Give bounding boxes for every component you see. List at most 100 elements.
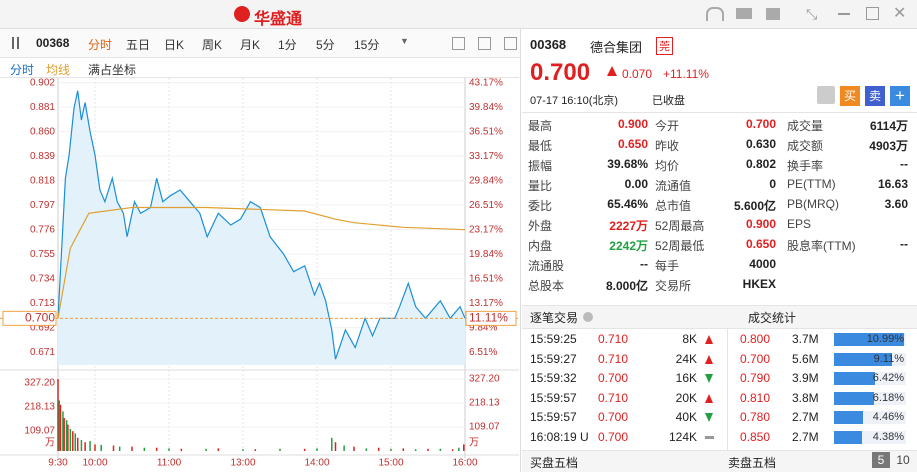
chart-option[interactable]: 满占坐标 bbox=[88, 63, 137, 77]
minimize-icon[interactable] bbox=[838, 13, 850, 15]
trade-arrow bbox=[705, 413, 713, 422]
dropdown-arrow[interactable]: ▼ bbox=[400, 36, 409, 46]
stat-label: 52周最低 bbox=[655, 239, 705, 253]
trades-tab-mark[interactable] bbox=[583, 312, 593, 322]
volume-bar bbox=[118, 446, 121, 451]
y-tick-label: 0.734 bbox=[30, 273, 55, 284]
volume-bar bbox=[303, 448, 306, 451]
volume-bar bbox=[180, 448, 183, 451]
volume-bar bbox=[58, 400, 60, 451]
shrink-icon[interactable]: ⤡ bbox=[806, 6, 818, 22]
draw-icon[interactable] bbox=[452, 37, 465, 50]
section-bar bbox=[522, 305, 917, 329]
stat-price: 0.850 bbox=[740, 429, 771, 444]
volume-bar bbox=[451, 449, 454, 451]
volume-bar bbox=[80, 439, 83, 451]
share-bar bbox=[834, 352, 893, 366]
volume-stats-title: 成交统计 bbox=[748, 311, 797, 325]
volume-bar bbox=[63, 417, 65, 451]
stat-value: 0.00 bbox=[624, 177, 648, 191]
period-tab[interactable]: 月K bbox=[240, 38, 261, 52]
stat-label: 总市值 bbox=[655, 199, 692, 213]
period-tab[interactable]: 周K bbox=[202, 38, 223, 52]
x-tick-label: 13:00 bbox=[230, 458, 255, 469]
y2-tick-label: 26.51% bbox=[469, 200, 503, 211]
volume-bar bbox=[59, 404, 62, 451]
stat-value: 0.650 bbox=[745, 237, 776, 251]
volume-bar bbox=[254, 449, 257, 451]
logo-text: 华盛通 bbox=[254, 11, 303, 28]
trade-arrow bbox=[705, 335, 713, 344]
headset-icon[interactable] bbox=[706, 7, 724, 21]
y-tick-label: 0.881 bbox=[30, 102, 55, 113]
stat-volume: 3.7M bbox=[792, 332, 819, 346]
y-tick-label: 0.839 bbox=[30, 151, 55, 162]
volume-bar bbox=[155, 447, 158, 451]
expand-icon[interactable] bbox=[478, 37, 491, 50]
y-tick-label: 0.902 bbox=[30, 77, 55, 88]
volume-tick-label: 218.13 bbox=[469, 398, 500, 409]
y-tick-label: 0.776 bbox=[30, 224, 55, 235]
stat-price: 0.800 bbox=[740, 332, 771, 346]
stat-value: 16.63 bbox=[877, 177, 908, 191]
maximize-icon[interactable] bbox=[866, 7, 879, 20]
alert-button[interactable] bbox=[817, 86, 835, 104]
depth-option[interactable]: 5 bbox=[872, 452, 890, 468]
stat-price: 0.780 bbox=[740, 410, 771, 424]
x-tick-label: 11:00 bbox=[157, 458, 182, 469]
stat-value: 6114万 bbox=[869, 119, 908, 133]
buy-button[interactable]: 买 bbox=[840, 86, 860, 106]
volume-tick-label: 109.07 bbox=[24, 426, 55, 437]
chart-option[interactable]: 分时 bbox=[10, 63, 35, 77]
skin-icon[interactable] bbox=[766, 8, 780, 20]
panel-toggle[interactable] bbox=[12, 37, 19, 49]
x-tick-label: 10:00 bbox=[82, 458, 107, 469]
stat-value: -- bbox=[640, 257, 648, 271]
trade-volume: 40K bbox=[675, 410, 697, 424]
period-tab[interactable]: 1分 bbox=[278, 38, 297, 52]
period-tab[interactable]: 分时 bbox=[88, 38, 113, 52]
share-bar bbox=[834, 430, 863, 444]
share-bar bbox=[834, 372, 876, 385]
y-tick-label: 0.860 bbox=[30, 126, 55, 137]
volume-bar bbox=[94, 444, 96, 451]
chart-option[interactable]: 均线 bbox=[46, 63, 71, 77]
volume-bar bbox=[65, 420, 68, 451]
period-tab[interactable]: 五日 bbox=[126, 38, 151, 52]
volume-bar bbox=[458, 447, 460, 451]
fullscreen-icon[interactable] bbox=[504, 37, 517, 50]
volume-bar bbox=[84, 442, 86, 451]
share-label: 6.42% bbox=[872, 372, 904, 384]
quote-change: 0.070 bbox=[622, 67, 653, 81]
stat-value: -- bbox=[900, 237, 908, 251]
close-icon[interactable]: ✕ bbox=[893, 5, 907, 22]
stat-value: 4903万 bbox=[869, 139, 908, 153]
y2-tick-label: 33.17% bbox=[469, 151, 503, 162]
share-label: 10.99% bbox=[866, 333, 904, 345]
current-pct-label: 11.11% bbox=[469, 311, 508, 325]
period-tab[interactable]: 15分 bbox=[354, 38, 380, 52]
stat-volume: 2.7M bbox=[792, 429, 819, 444]
sell-book-tab[interactable]: 卖盘五档 bbox=[728, 456, 777, 470]
period-tab[interactable]: 5分 bbox=[316, 38, 335, 52]
y2-tick-label: 6.51% bbox=[469, 347, 497, 358]
y2-tick-label: 39.84% bbox=[469, 102, 503, 113]
volume-bar bbox=[112, 445, 115, 451]
buy-book-tab[interactable]: 买盘五档 bbox=[530, 456, 579, 470]
stat-volume: 3.8M bbox=[792, 390, 819, 405]
period-tab[interactable]: 日K bbox=[164, 38, 185, 52]
add-button[interactable]: + bbox=[890, 86, 910, 106]
stat-label: 振幅 bbox=[528, 159, 553, 173]
quote-price: 0.700 bbox=[530, 59, 591, 86]
trade-volume: 8K bbox=[682, 332, 697, 346]
trade-price: 0.710 bbox=[598, 390, 629, 405]
volume-bar bbox=[76, 437, 79, 451]
mail-icon[interactable] bbox=[736, 8, 752, 19]
y-tick-label: 0.692 bbox=[30, 322, 55, 333]
sell-button[interactable]: 卖 bbox=[865, 86, 885, 106]
y-tick-label: 0.797 bbox=[30, 200, 55, 211]
volume-tick-label: 109.07 bbox=[469, 422, 500, 433]
stat-value: 0.900 bbox=[745, 217, 776, 231]
stat-label: 流通值 bbox=[655, 179, 692, 193]
depth-option[interactable]: 10 bbox=[896, 453, 910, 467]
